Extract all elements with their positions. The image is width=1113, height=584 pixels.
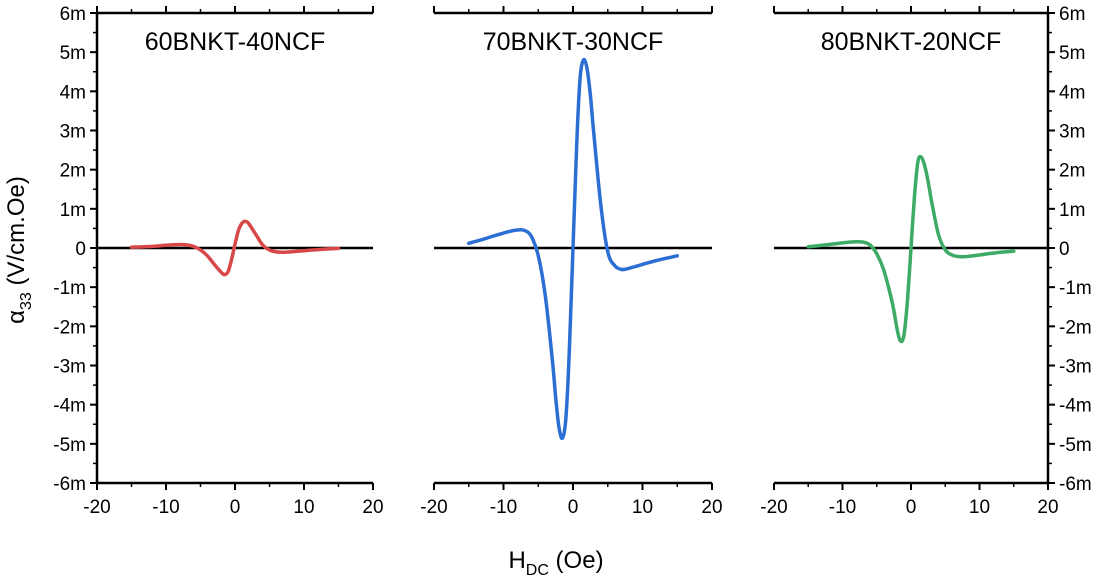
x-tick-label: 20: [362, 497, 383, 518]
series-line-3: [806, 154, 1016, 344]
y-tick-label-right: -2m: [1059, 317, 1092, 338]
y-tick-label-left: 1m: [60, 200, 86, 221]
series-line-2: [467, 57, 680, 441]
panels-group: -20 -10 0 10 20-6m-5m-4m-3m-2m-1m01m2m3m4m5m…: [53, 4, 1091, 518]
y-tick-label-left: -1m: [53, 278, 86, 299]
panel-title-1: 60BNKT-40NCF: [145, 28, 326, 56]
x-axis-title-unit: (Oe): [549, 547, 604, 574]
y-tick-label-right: 4m: [1059, 82, 1085, 103]
x-tick-label: -10: [829, 497, 856, 518]
x-tick-label: 10: [293, 497, 314, 518]
x-tick-label: 20: [701, 497, 722, 518]
x-axis-title: HDC (Oe): [508, 547, 603, 579]
y-axis-title-unit: (V/cm.Oe): [3, 176, 30, 292]
y-tick-label-right: 5m: [1059, 43, 1085, 64]
y-tick-label-right: -5m: [1059, 435, 1092, 456]
series-line-1: [129, 219, 341, 277]
x-tick-label: -20: [420, 497, 447, 518]
y-tick-label-left: 0: [75, 239, 86, 260]
x-tick-label: -20: [83, 497, 110, 518]
panel-title-2: 70BNKT-30NCF: [483, 28, 664, 56]
x-tick-label: -10: [490, 497, 517, 518]
x-axis-title-main: H: [508, 547, 525, 574]
panel-2: -20 -10 0 10 20 70BNKT-30NCF: [420, 6, 723, 518]
x-tick-label: 10: [969, 497, 990, 518]
y-tick-label-left: 6m: [60, 4, 86, 25]
y-tick-label-left: -3m: [53, 357, 86, 378]
panel-3: -20 -10 0 10 20-6m -5m -4m -3m -2m -1m 0 1m 2m 3m 4m 5m…: [760, 4, 1091, 518]
x-tick-label: 0: [230, 497, 241, 518]
y-tick-label-right: -1m: [1059, 278, 1092, 299]
y-tick-label-right: -4m: [1059, 396, 1092, 417]
y-tick-label-left: 4m: [60, 82, 86, 103]
x-tick-label: 0: [568, 497, 579, 518]
y-tick-label-right: 1m: [1059, 200, 1085, 221]
y-tick-label-right: 0: [1059, 239, 1070, 260]
y-tick-label-left: -5m: [53, 435, 86, 456]
y-axis-title: α33 (V/cm.Oe): [3, 176, 35, 324]
y-tick-label-right: 6m: [1059, 4, 1085, 25]
y-tick-label-left: -4m: [53, 396, 86, 417]
y-tick-label-left: -6m: [53, 474, 86, 495]
x-tick-label: 20: [1037, 497, 1058, 518]
y-tick-label-left: -2m: [53, 317, 86, 338]
x-axis-title-sub: DC: [526, 562, 549, 579]
y-tick-label-right: 2m: [1059, 161, 1085, 182]
y-axis-title-main: α: [3, 310, 30, 324]
y-tick-label-right: -3m: [1059, 357, 1092, 378]
panel-1: -20 -10 0 10 20 -6m -5m -4m -3m -2m -1m 0 1m 2m 3m 4m 5m…: [53, 4, 383, 518]
x-tick-label: 0: [906, 497, 917, 518]
y-tick-label-right: 3m: [1059, 122, 1085, 143]
panel-title-3: 80BNKT-20NCF: [821, 28, 1002, 56]
y-tick-label-right: -6m: [1059, 474, 1092, 495]
y-tick-label-left: 2m: [60, 161, 86, 182]
y-tick-label-left: 3m: [60, 122, 86, 143]
y-axis-title-sub: 33: [18, 292, 35, 310]
x-tick-label: 10: [632, 497, 653, 518]
y-tick-label-left: 5m: [60, 43, 86, 64]
x-tick-label: -10: [152, 497, 179, 518]
x-tick-label: -20: [760, 497, 787, 518]
